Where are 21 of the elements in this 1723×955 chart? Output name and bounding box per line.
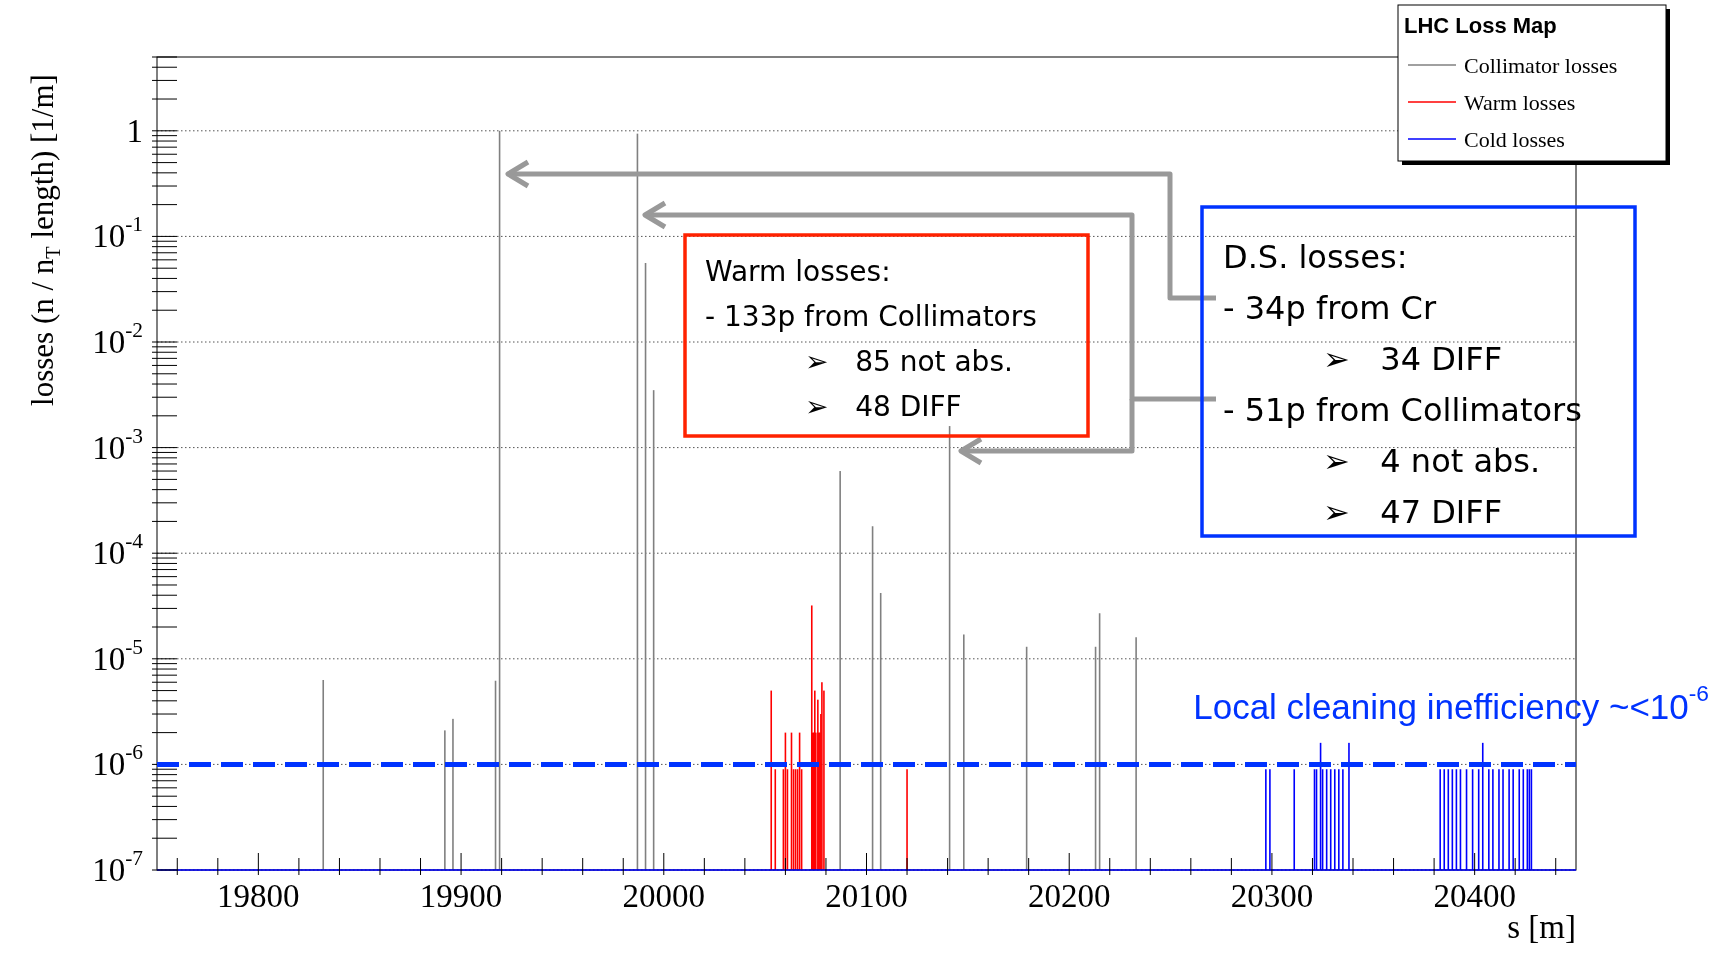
legend-title: LHC Loss Map	[1404, 12, 1557, 38]
x-tick-label: 20200	[1027, 878, 1111, 914]
x-tick-label: 20300	[1230, 878, 1314, 914]
legend-label: Cold losses	[1464, 126, 1565, 152]
y-tick-label: 10$^{-2}$	[92, 318, 143, 361]
legend-label: Warm losses	[1464, 89, 1576, 115]
x-tick-label: 19900	[419, 878, 503, 914]
y-tick-label: 10$^{-3}$	[92, 423, 143, 466]
y-tick-label: 10$^{-5}$	[92, 634, 143, 677]
x-tick-label: 20100	[825, 878, 908, 914]
y-tick-label: 10$^{-7}$	[92, 846, 144, 888]
y-tick-label: 10$^{-4}$	[92, 529, 144, 572]
legend-label: Collimator losses	[1464, 52, 1618, 78]
annotation: Warm losses: - 133p from Collimators ➢ 85 not abs. ➢ 48 DIFF	[705, 254, 1037, 423]
y-tick-label: 10$^{-6}$	[92, 740, 144, 783]
x-tick-label: 20000	[622, 878, 706, 914]
annotation: D.S. losses: - 34p from Cr ➢ 34 DIFF - 51p from Collimators ➢ 4 not abs. ➢ 47 DIFF	[1223, 238, 1582, 531]
y-tick-label: 1	[126, 112, 143, 149]
y-tick-label: 10$^{-1}$	[92, 212, 143, 255]
ref-line-label: Local cleaning inefficiency ~<10$^{-6}$	[1193, 680, 1709, 726]
x-tick-label: 19800	[217, 878, 300, 914]
